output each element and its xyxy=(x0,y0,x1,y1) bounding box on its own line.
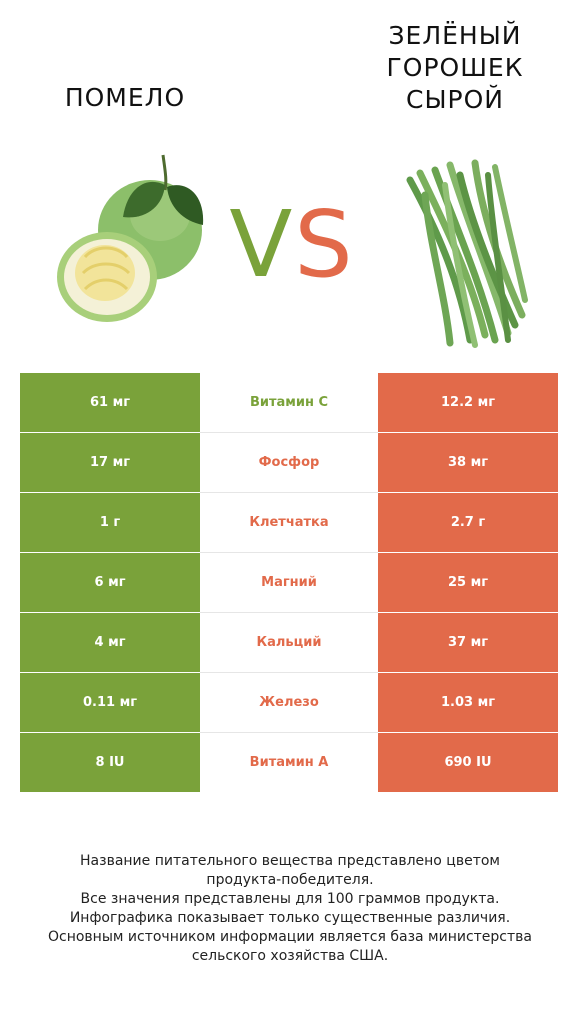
green-beans-image xyxy=(406,159,528,348)
left-value: 8 IU xyxy=(20,733,200,792)
footer-note: Название питательного вещества представл… xyxy=(48,853,532,964)
right-value: 37 мг xyxy=(378,613,558,672)
nutrient-name: Фосфор xyxy=(200,432,378,492)
left-value: 6 мг xyxy=(20,553,200,612)
left-value: 4 мг xyxy=(20,613,200,672)
table-row: 17 мг Фосфор 38 мг xyxy=(20,432,558,492)
vs-s: S xyxy=(294,191,355,298)
right-value: 690 IU xyxy=(378,733,558,792)
nutrient-name: Клетчатка xyxy=(200,492,378,552)
right-value: 1.03 мг xyxy=(378,673,558,732)
nutrient-name: Железо xyxy=(200,672,378,732)
table-row: 6 мг Магний 25 мг xyxy=(20,552,558,612)
nutrient-name: Магний xyxy=(200,552,378,612)
vs-label: VS xyxy=(222,190,362,300)
left-value: 17 мг xyxy=(20,433,200,492)
right-value: 12.2 мг xyxy=(378,373,558,432)
right-value: 25 мг xyxy=(378,553,558,612)
table-row: 4 мг Кальций 37 мг xyxy=(20,612,558,672)
left-value: 1 г xyxy=(20,493,200,552)
nutrient-name: Витамин C xyxy=(200,373,378,432)
left-value: 0.11 мг xyxy=(20,673,200,732)
right-product-title: ЗЕЛЁНЫЙ ГОРОШЕК СЫРОЙ xyxy=(386,21,524,114)
table-row: 61 мг Витамин C 12.2 мг xyxy=(20,373,558,432)
table-row: 0.11 мг Железо 1.03 мг xyxy=(20,672,558,732)
nutrient-name: Кальций xyxy=(200,612,378,672)
comparison-table: 61 мг Витамин C 12.2 мг 17 мг Фосфор 38 мг 1 г… xyxy=(20,373,558,793)
left-value: 61 мг xyxy=(20,373,200,432)
pomelo-image xyxy=(57,154,204,322)
right-value: 2.7 г xyxy=(378,493,558,552)
table-row: 1 г Клетчатка 2.7 г xyxy=(20,492,558,552)
left-product-title: ПОМЕЛО xyxy=(64,83,186,112)
right-value: 38 мг xyxy=(378,433,558,492)
nutrient-name: Витамин A xyxy=(200,732,378,792)
table-row: 8 IU Витамин A 690 IU xyxy=(20,732,558,792)
vs-v: V xyxy=(229,191,295,298)
